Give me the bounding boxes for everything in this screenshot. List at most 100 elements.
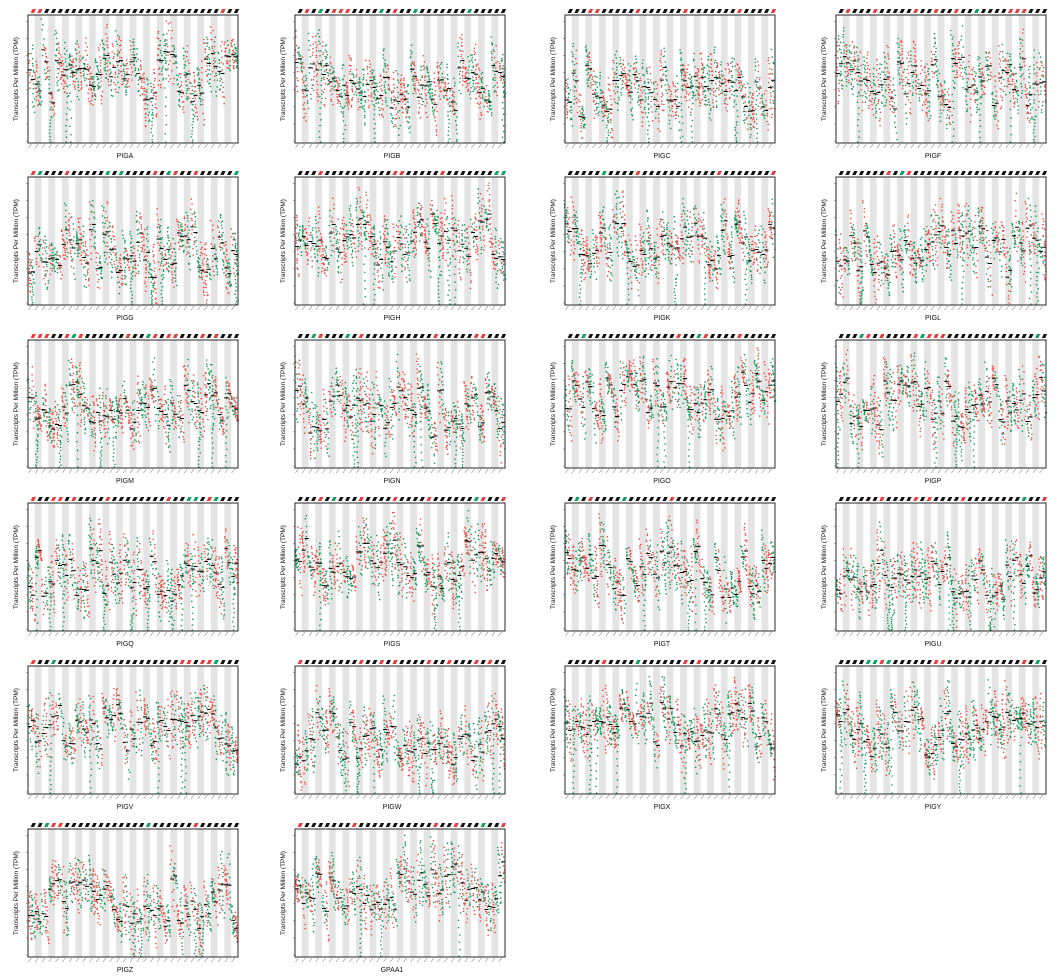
normal-point bbox=[1016, 101, 1019, 103]
normal-point bbox=[77, 80, 79, 83]
normal-point bbox=[898, 77, 901, 80]
category-band bbox=[598, 15, 606, 143]
tumor-point bbox=[63, 85, 65, 88]
normal-point bbox=[56, 252, 58, 254]
normal-point bbox=[690, 77, 693, 79]
tumor-point bbox=[72, 60, 74, 62]
tumor-point bbox=[139, 72, 141, 75]
normal-point bbox=[492, 49, 495, 51]
normal-point bbox=[1001, 68, 1004, 71]
tumor-point bbox=[854, 58, 856, 60]
normal-point bbox=[40, 100, 43, 103]
tumor-point bbox=[484, 92, 486, 94]
normal-point bbox=[375, 102, 377, 105]
normal-point bbox=[385, 97, 387, 99]
normal-point bbox=[68, 62, 70, 65]
tumor-point bbox=[347, 105, 349, 107]
normal-point bbox=[161, 54, 163, 57]
normal-point bbox=[976, 98, 979, 101]
category-tick bbox=[937, 143, 942, 149]
tumor-point bbox=[171, 45, 173, 47]
tumor-point bbox=[226, 59, 228, 62]
tumor-point bbox=[388, 78, 390, 81]
normal-point bbox=[641, 67, 644, 70]
normal-point bbox=[1001, 72, 1004, 74]
category-tick bbox=[484, 143, 489, 149]
normal-point bbox=[653, 96, 656, 99]
tumor-point bbox=[336, 102, 339, 105]
normal-point bbox=[850, 88, 853, 90]
tumor-point bbox=[347, 96, 349, 98]
tumor-point bbox=[160, 86, 162, 89]
normal-point bbox=[378, 106, 380, 109]
normal-point bbox=[327, 72, 330, 74]
normal-point bbox=[362, 83, 364, 85]
normal-point bbox=[454, 112, 456, 115]
normal-point bbox=[993, 108, 996, 110]
tumor-point bbox=[751, 94, 754, 96]
normal-point bbox=[980, 79, 983, 81]
normal-point bbox=[993, 99, 996, 101]
tumor-point bbox=[401, 111, 404, 114]
tumor-point bbox=[946, 98, 949, 101]
normal-point bbox=[38, 102, 41, 104]
normal-point bbox=[447, 82, 450, 85]
normal-point bbox=[977, 64, 980, 67]
tumor-point bbox=[347, 108, 350, 110]
tumor-point bbox=[187, 78, 189, 81]
tumor-point bbox=[438, 95, 441, 97]
tumor-point bbox=[139, 60, 142, 62]
tumor-point bbox=[101, 90, 104, 93]
normal-point bbox=[341, 67, 344, 70]
normal-point bbox=[1028, 94, 1031, 97]
normal-point bbox=[54, 33, 56, 36]
tumor-point bbox=[575, 101, 578, 104]
normal-point bbox=[750, 133, 752, 136]
category-band bbox=[761, 15, 769, 143]
normal-point bbox=[850, 52, 853, 55]
tumor-point bbox=[346, 89, 348, 91]
normal-point bbox=[470, 87, 472, 89]
normal-point bbox=[966, 77, 968, 80]
normal-point bbox=[176, 74, 178, 77]
normal-point bbox=[691, 90, 694, 93]
normal-point bbox=[206, 45, 208, 47]
tumor-point bbox=[660, 77, 662, 80]
normal-point bbox=[679, 137, 682, 139]
normal-point bbox=[44, 72, 46, 75]
category-tick bbox=[457, 143, 462, 149]
tumor-point bbox=[62, 68, 65, 70]
category-tick bbox=[315, 143, 319, 149]
normal-point bbox=[723, 94, 726, 96]
normal-point bbox=[615, 73, 618, 75]
normal-point bbox=[912, 73, 915, 76]
normal-point bbox=[215, 72, 217, 75]
normal-point bbox=[45, 239, 47, 241]
tumor-point bbox=[870, 86, 873, 89]
tumor-point bbox=[129, 49, 132, 51]
normal-point bbox=[594, 75, 596, 77]
category-header-mark bbox=[494, 9, 500, 13]
normal-point bbox=[638, 95, 640, 97]
normal-point bbox=[325, 56, 328, 58]
tumor-point bbox=[91, 96, 94, 98]
tumor-point bbox=[991, 76, 993, 78]
normal-point bbox=[490, 104, 492, 107]
normal-point bbox=[979, 62, 981, 65]
normal-point bbox=[46, 286, 49, 289]
tumor-point bbox=[179, 76, 182, 79]
category-header-mark bbox=[118, 9, 124, 13]
normal-point bbox=[715, 78, 718, 80]
category-tick bbox=[231, 143, 235, 149]
normal-point bbox=[898, 72, 900, 74]
category-header-mark bbox=[838, 9, 844, 13]
category-tick bbox=[295, 143, 299, 149]
tumor-point bbox=[185, 55, 188, 58]
tumor-point bbox=[891, 100, 893, 102]
panel-pigg: Transcripts Per Million (TPM) PIGG bbox=[2, 169, 248, 322]
normal-point bbox=[453, 77, 455, 80]
tumor-point bbox=[836, 75, 839, 77]
tumor-point bbox=[723, 74, 725, 77]
tumor-point bbox=[590, 61, 592, 64]
tumor-point bbox=[1026, 87, 1028, 90]
